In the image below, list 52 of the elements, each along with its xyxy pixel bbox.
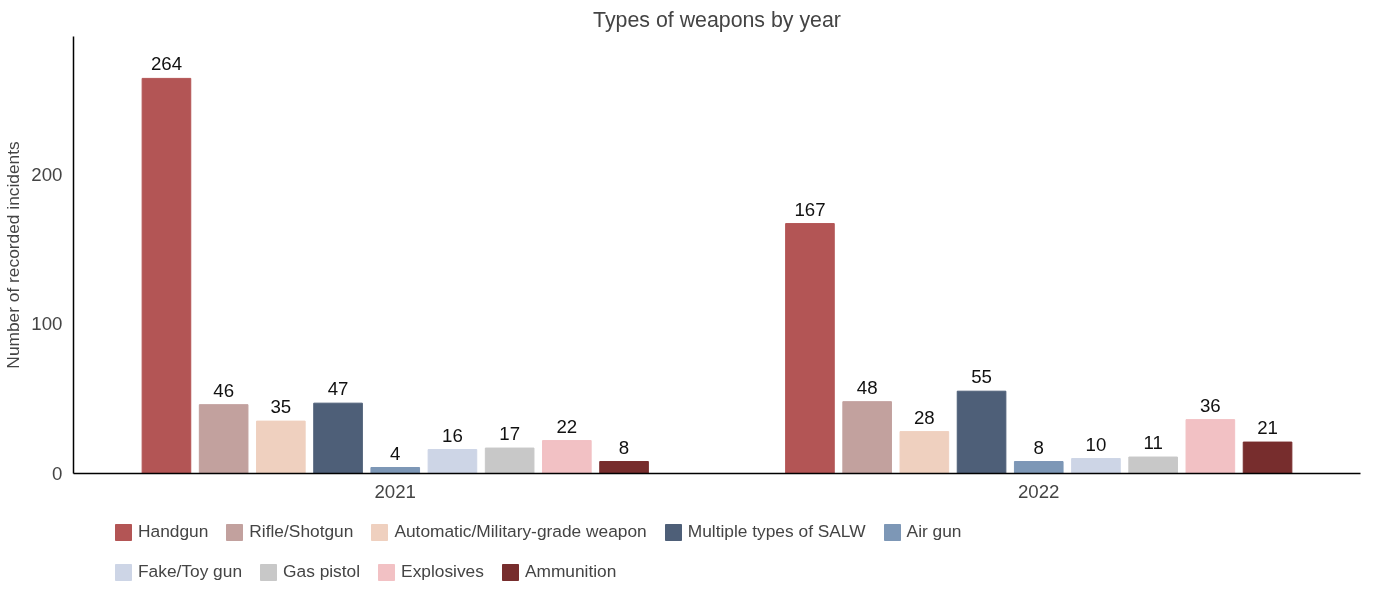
legend-label: Gas pistol (283, 561, 361, 582)
data-label: 11 (1143, 432, 1163, 454)
data-label: 8 (618, 436, 630, 458)
legend-label: Automatic/Military-grade weapon (394, 521, 647, 542)
bar (1013, 461, 1064, 474)
data-label: 17 (499, 423, 521, 445)
bar (899, 431, 950, 474)
data-label: 46 (213, 379, 235, 401)
bar (198, 404, 249, 474)
x-tick-label: 2022 (1018, 480, 1060, 502)
bar (313, 402, 363, 474)
data-label: 47 (327, 378, 349, 400)
bar (370, 467, 421, 474)
data-label: 35 (270, 396, 292, 418)
data-label: 8 (1033, 436, 1044, 458)
data-label: 4 (390, 442, 401, 464)
data-label: 21 (1257, 417, 1278, 439)
legend-label: Ammunition (524, 561, 617, 582)
data-label: 22 (556, 415, 578, 437)
data-label: 48 (856, 376, 878, 398)
x-tick-label: 2021 (374, 480, 417, 502)
y-tick-label: 0 (52, 463, 63, 484)
bar (1242, 441, 1293, 474)
y-tick-label: 100 (31, 313, 63, 335)
bar (842, 401, 892, 474)
bar (141, 77, 192, 474)
legend-label: Handgun (138, 521, 209, 542)
legend-label: Explosives (401, 561, 484, 582)
bar (542, 440, 592, 474)
legend-label: Air gun (906, 521, 962, 542)
bar (427, 449, 478, 474)
bar (1185, 419, 1236, 474)
legend-label: Rifle/Shotgun (249, 521, 354, 542)
bar (956, 390, 1007, 474)
bar (484, 447, 535, 474)
data-label: 28 (913, 406, 935, 428)
data-label: 36 (1199, 394, 1221, 416)
data-label: 264 (150, 53, 183, 75)
legend-label: Multiple types of SALW (687, 521, 866, 542)
data-label: 10 (1085, 433, 1107, 455)
bar (256, 420, 306, 474)
bar (599, 461, 649, 474)
bar (1071, 458, 1121, 474)
y-axis-title: Number of recorded incidents (3, 141, 24, 369)
legend-label: Fake/Toy gun (138, 561, 243, 582)
chart-title: Types of weapons by year (593, 7, 841, 32)
bar (785, 223, 835, 474)
data-label: 167 (794, 198, 826, 220)
bar (1128, 456, 1178, 474)
y-tick-label: 200 (31, 163, 63, 185)
data-label: 55 (971, 366, 992, 388)
data-label: 16 (442, 424, 463, 446)
